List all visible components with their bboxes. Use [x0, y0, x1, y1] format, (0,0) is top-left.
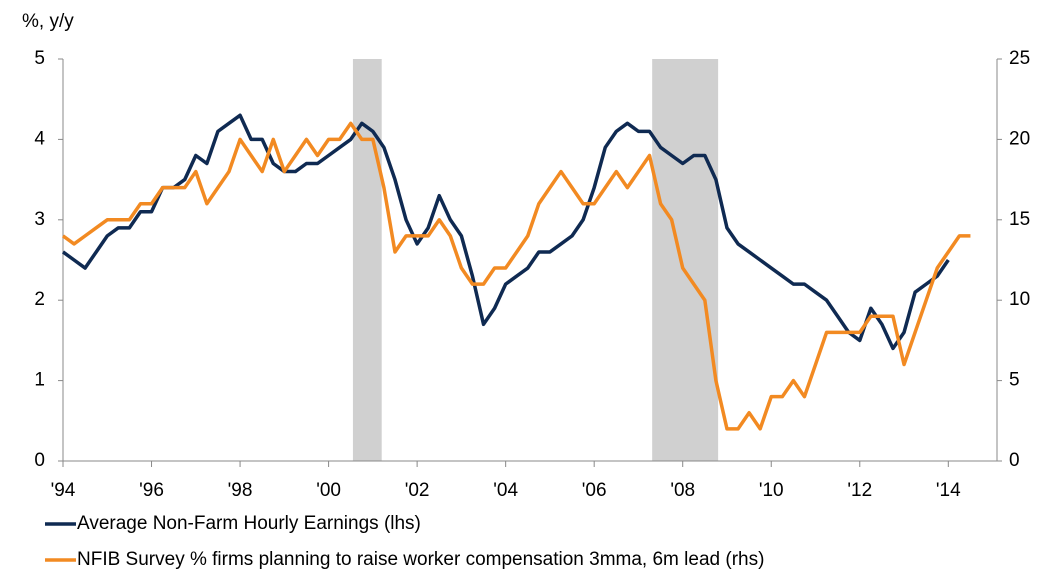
x-tick-label: '00 — [316, 480, 341, 501]
recession-band — [352, 59, 382, 461]
x-tick-label: '06 — [582, 480, 607, 501]
x-tick-label: '02 — [405, 480, 430, 501]
y-tick-label: 3 — [34, 209, 45, 230]
x-tick-label: '98 — [228, 480, 253, 501]
x-tick-label: '04 — [493, 480, 518, 501]
x-tick-label: '08 — [670, 480, 695, 501]
y-tick-label: 5 — [34, 48, 45, 69]
y-tick-label: 4 — [34, 128, 45, 149]
y-tick-label: 1 — [34, 370, 45, 391]
x-tick-label: '10 — [759, 480, 784, 501]
y2-tick-label: 5 — [1009, 370, 1020, 391]
x-tick-label: '14 — [936, 480, 961, 501]
y2-tick-label: 0 — [1009, 450, 1020, 471]
y-axis-label: %, y/y — [22, 11, 74, 32]
y2-tick-label: 10 — [1009, 289, 1030, 310]
y2-tick-label: 25 — [1009, 48, 1030, 69]
data-line — [61, 121, 971, 431]
y-tick-label: 0 — [34, 450, 45, 471]
legend-label: NFIB Survey % firms planning to raise wo… — [77, 549, 764, 570]
x-tick-label: '94 — [51, 480, 76, 501]
x-tick-label: '12 — [847, 480, 872, 501]
legend-label: Average Non-Farm Hourly Earnings (lhs) — [77, 513, 421, 534]
x-tick-label: '96 — [139, 480, 164, 501]
y2-tick-label: 15 — [1009, 209, 1030, 230]
recession-band — [652, 59, 719, 461]
y2-tick-label: 20 — [1009, 128, 1030, 149]
data-line — [61, 113, 950, 351]
y-tick-label: 2 — [34, 289, 45, 310]
